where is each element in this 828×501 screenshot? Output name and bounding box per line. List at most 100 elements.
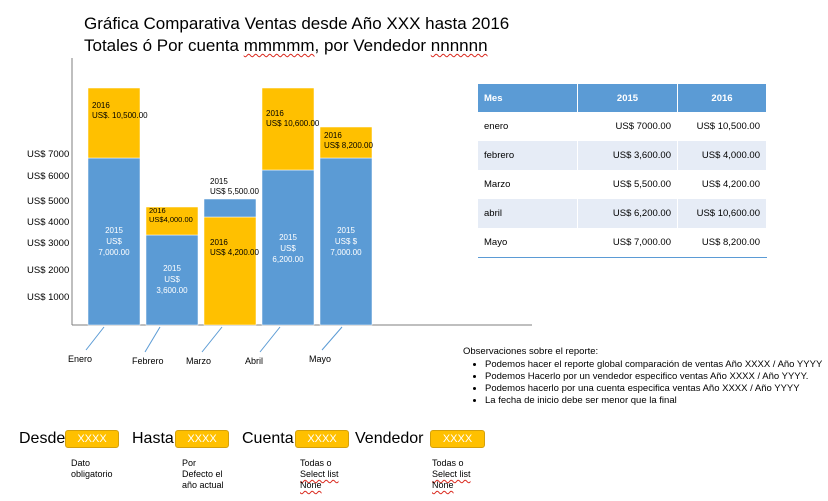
note-line: obligatorio [71,469,113,479]
category-leader-line [259,326,281,353]
observation-item: Podemos hacer el reporte global comparac… [485,359,822,371]
note-line: Dato [71,458,91,468]
data-label-2016: US$ 10,600.00 [266,119,320,128]
data-label-2015-currency: US$ [106,237,122,246]
table-cell: US$ 6,200.00 [577,199,678,228]
note-line: None [432,480,454,490]
table-row: abril US$ 6,200.00 US$ 10,600.00 [478,199,767,228]
table-cell: US$ 4,200.00 [677,170,767,199]
category-leader-line [321,326,343,351]
hasta-label: Hasta [132,430,174,447]
table-row: febrero US$ 3,600.00 US$ 4,000.00 [478,141,767,170]
data-label-2016-year: 2016 [149,206,166,215]
note-line: None [300,480,322,490]
data-label-2015: 7,000.00 [330,248,362,257]
table-cell: US$ 8,200.00 [677,228,767,258]
observations: Observaciones sobre el reporte: Podemos … [463,346,822,407]
bar-segment-2015 [319,157,373,326]
y-tick-label: US$ 3000 [27,238,69,249]
table-cell: abril [478,199,578,228]
table-header: 2016 [677,84,767,112]
table-cell: US$ 10,600.00 [677,199,767,228]
data-label-2016-year: 2016 [92,101,110,110]
note-line: Defecto el [182,469,223,479]
bar-segment-2015 [87,157,141,326]
data-label-2015-currency: US$ [280,244,296,253]
data-label-2016: US$4,000.00 [149,215,193,224]
data-label-2015-year: 2015 [163,264,181,273]
hasta-note: Por Defecto el año actual [182,458,224,491]
bar-segment-2016 [145,206,199,236]
table-cell: US$ 3,600.00 [577,141,678,170]
data-label-2015: 6,200.00 [272,255,304,264]
note-line: Todas o [432,458,464,468]
y-tick-label: US$ 2000 [27,265,69,276]
note-line: Por [182,458,197,468]
data-label-2016: US$ 4,200.00 [210,248,259,257]
cuenta-input[interactable]: XXXX [295,430,349,448]
category-leader-line [85,326,105,351]
vendedor-label: Vendedor [355,430,424,447]
chart-title: Gráfica Comparativa Ventas desde Año XXX… [84,14,510,33]
table-header: 2015 [577,84,678,112]
data-label-2016-year: 2016 [210,238,228,247]
y-tick-label: US$ 1000 [27,292,69,303]
sales-table: Mes 2015 2016 enero US$ 7000.00 US$ 10,5… [478,84,767,258]
table-row: enero US$ 7000.00 US$ 10,500.00 [478,112,767,141]
data-label-2016: US$. 10,500.00 [92,111,148,120]
data-label-2016-year: 2016 [266,109,284,118]
chart-subtitle: Totales ó Por cuenta mmmmm, por Vendedor… [84,36,488,56]
subtitle-prefix: Totales ó Por cuenta [84,36,244,55]
table-row: Marzo US$ 5,500.00 US$ 4,200.00 [478,170,767,199]
observation-item: Podemos Hacerlo por un vendedor especifi… [485,371,822,383]
table-cell: US$ 5,500.00 [577,170,678,199]
x-category-label: Enero [68,354,92,364]
category-leader-line [144,326,161,353]
data-label-2015-year: 2015 [279,233,297,242]
subtitle-account-placeholder: mmmmm [243,36,315,55]
table-row: Mayo US$ 7,000.00 US$ 8,200.00 [478,228,767,258]
vendedor-input[interactable]: XXXX [430,430,485,448]
subtitle-mid: , por Vendedor [314,36,431,55]
data-label-2015: 3,600.00 [156,286,188,295]
note-line: Select list [300,469,339,479]
table-cell: Marzo [478,170,578,199]
data-label-2015: 7,000.00 [98,248,130,257]
x-category-label: Abril [245,356,263,366]
x-category-label: Mayo [309,354,331,364]
table-cell: febrero [478,141,578,170]
x-category-label: Febrero [132,356,164,366]
data-label-2015-year: 2015 [337,226,355,235]
data-label-2016-year: 2016 [324,131,342,140]
table-header: Mes [478,84,578,112]
y-tick-label: US$ 6000 [27,171,69,182]
x-category-label: Marzo [186,356,211,366]
data-label-2015-year: 2015 [105,226,123,235]
table-cell: enero [478,112,578,141]
desde-label: Desde [19,430,66,447]
observations-title: Observaciones sobre el reporte: [463,346,599,357]
observation-item: Podemos hacerlo por una cuenta especific… [485,383,822,395]
bar-segment-2016 [87,87,141,159]
hasta-input[interactable]: XXXX [175,430,229,448]
table-cell: Mayo [478,228,578,258]
table-header-row: Mes 2015 2016 [478,84,767,112]
note-line: año actual [182,480,224,490]
desde-note: Dato obligatorio [71,458,113,480]
bar-segment-2015 [145,234,199,326]
table-cell: US$ 4,000.00 [677,141,767,170]
bar-segment-2015 [203,198,257,218]
table-cell: US$ 10,500.00 [677,112,767,141]
observation-item: La fecha de inicio debe ser menor que la… [485,395,822,407]
cuenta-note: Todas o Select list None [300,458,339,491]
desde-input[interactable]: XXXX [65,430,119,448]
table-cell: US$ 7,000.00 [577,228,678,258]
data-label-2015-currency: US$ [164,275,180,284]
data-label-2015-currency: US$ $ [335,237,358,246]
vendedor-note: Todas o Select list None [432,458,471,491]
y-tick-label: US$ 4000 [27,217,69,228]
bar-segment-2016 [203,216,257,326]
y-tick-label: US$ 7000 [27,149,69,160]
observations-list: Podemos hacer el reporte global comparac… [463,359,822,407]
